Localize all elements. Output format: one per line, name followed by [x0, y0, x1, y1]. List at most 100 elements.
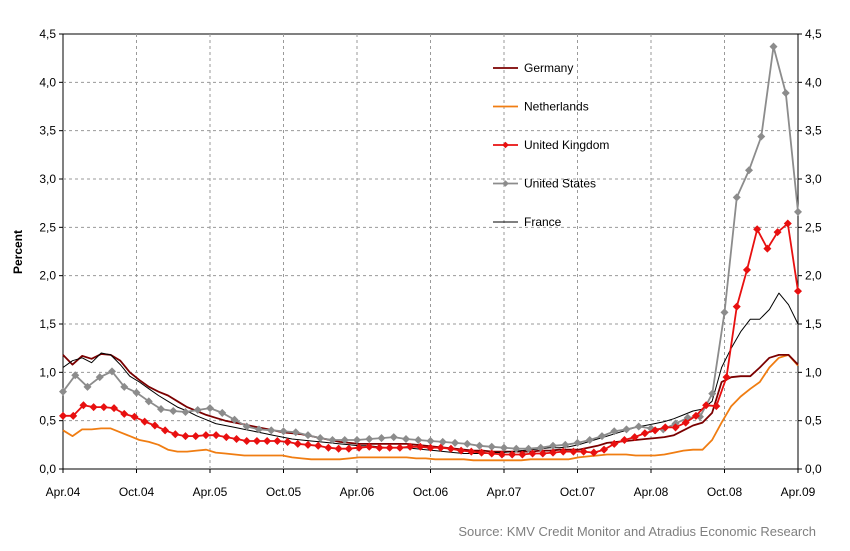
- series-united-kingdom: [58, 219, 803, 459]
- data-point: [242, 436, 251, 445]
- data-point: [757, 132, 766, 141]
- data-point: [783, 219, 792, 228]
- y-tick-label-left: 2,0: [39, 269, 56, 283]
- data-point: [130, 412, 139, 421]
- y-tick-label-left: 2,5: [39, 220, 56, 234]
- data-point: [401, 435, 411, 444]
- x-tick-label: Oct.05: [266, 485, 302, 499]
- data-point: [395, 443, 404, 452]
- data-point: [671, 423, 680, 432]
- data-point: [508, 450, 517, 459]
- data-point: [150, 421, 159, 430]
- data-point: [610, 427, 619, 436]
- data-point: [497, 450, 506, 459]
- data-point: [254, 425, 264, 434]
- legend-label: United Kingdom: [524, 138, 609, 152]
- data-point: [475, 441, 484, 450]
- data-point: [446, 444, 455, 453]
- x-tick-label: Apr.09: [781, 485, 816, 499]
- y-tick-label-right: 4,5: [805, 27, 822, 41]
- data-point: [536, 443, 545, 452]
- data-point: [193, 406, 202, 415]
- y-tick-label-left: 3,0: [39, 172, 56, 186]
- legend-label: United States: [524, 177, 596, 191]
- data-point: [69, 411, 78, 420]
- data-point: [732, 193, 741, 202]
- legend: Germany Netherlands United Kingdom United S…: [493, 61, 609, 229]
- data-point: [561, 440, 570, 449]
- data-point: [316, 434, 325, 443]
- data-point: [691, 411, 700, 420]
- data-point: [324, 443, 333, 452]
- data-point: [720, 308, 729, 317]
- data-point: [71, 371, 80, 380]
- data-point: [303, 440, 313, 449]
- legend-marker: [502, 180, 509, 187]
- data-point: [538, 449, 547, 458]
- source-note: Source: KMV Credit Monitor and Atradius …: [458, 524, 816, 539]
- data-point: [438, 437, 447, 446]
- data-point: [140, 417, 149, 426]
- data-point: [132, 388, 141, 397]
- series-netherlands: [62, 353, 799, 462]
- data-point: [267, 426, 276, 435]
- data-point: [708, 389, 717, 398]
- data-point: [120, 382, 129, 391]
- data-point: [83, 382, 92, 391]
- y-axis-label: Percent: [11, 230, 25, 274]
- data-point: [205, 404, 215, 413]
- y-tick-label-left: 0,0: [39, 462, 56, 476]
- data-point: [99, 403, 108, 412]
- data-point: [279, 427, 288, 436]
- data-point: [273, 436, 282, 445]
- data-point: [89, 403, 98, 412]
- data-point: [528, 449, 537, 458]
- data-point: [661, 423, 670, 432]
- data-point: [144, 397, 153, 406]
- data-point: [450, 438, 460, 447]
- axes: 0,0 0,0 0,5 0,5 1,0 1,0 1,5 1,5 2,0 2,0 2,5 2,5 3,0 3…: [39, 27, 822, 499]
- data-point: [769, 42, 778, 51]
- data-point: [579, 447, 588, 456]
- data-point: [548, 448, 558, 457]
- data-point: [600, 445, 609, 454]
- x-tick-label: Apr.06: [340, 485, 375, 499]
- data-point: [620, 435, 629, 445]
- data-point: [201, 431, 210, 440]
- y-tick-label-left: 4,0: [39, 75, 56, 89]
- data-point: [436, 443, 445, 452]
- y-tick-label-right: 3,5: [805, 124, 822, 138]
- data-point: [120, 409, 129, 418]
- data-point: [744, 166, 754, 175]
- data-point: [753, 225, 762, 234]
- data-point: [107, 367, 117, 376]
- data-point: [191, 432, 200, 441]
- data-point: [630, 433, 639, 442]
- data-point: [732, 302, 741, 311]
- y-tick-label-left: 3,5: [39, 124, 56, 138]
- data-point: [742, 265, 751, 274]
- data-point: [416, 442, 425, 451]
- data-point: [58, 387, 68, 396]
- data-point: [610, 439, 619, 448]
- data-point: [242, 422, 251, 431]
- data-point: [781, 88, 790, 97]
- data-point: [344, 444, 353, 453]
- data-point: [263, 436, 272, 445]
- data-point: [573, 438, 582, 447]
- data-point: [181, 407, 190, 416]
- data-point: [640, 429, 649, 438]
- data-point: [171, 430, 180, 439]
- data-point: [426, 443, 435, 452]
- data-point: [512, 444, 521, 453]
- data-point: [589, 448, 598, 457]
- data-point: [457, 446, 466, 455]
- data-point: [524, 444, 533, 453]
- x-tick-label: Apr.04: [46, 485, 81, 499]
- x-tick-label: Apr.07: [487, 485, 522, 499]
- data-point: [340, 435, 349, 445]
- legend-label: Germany: [524, 61, 573, 75]
- data-point: [463, 439, 472, 448]
- data-point: [773, 228, 782, 237]
- y-tick-label-right: 1,5: [805, 317, 822, 331]
